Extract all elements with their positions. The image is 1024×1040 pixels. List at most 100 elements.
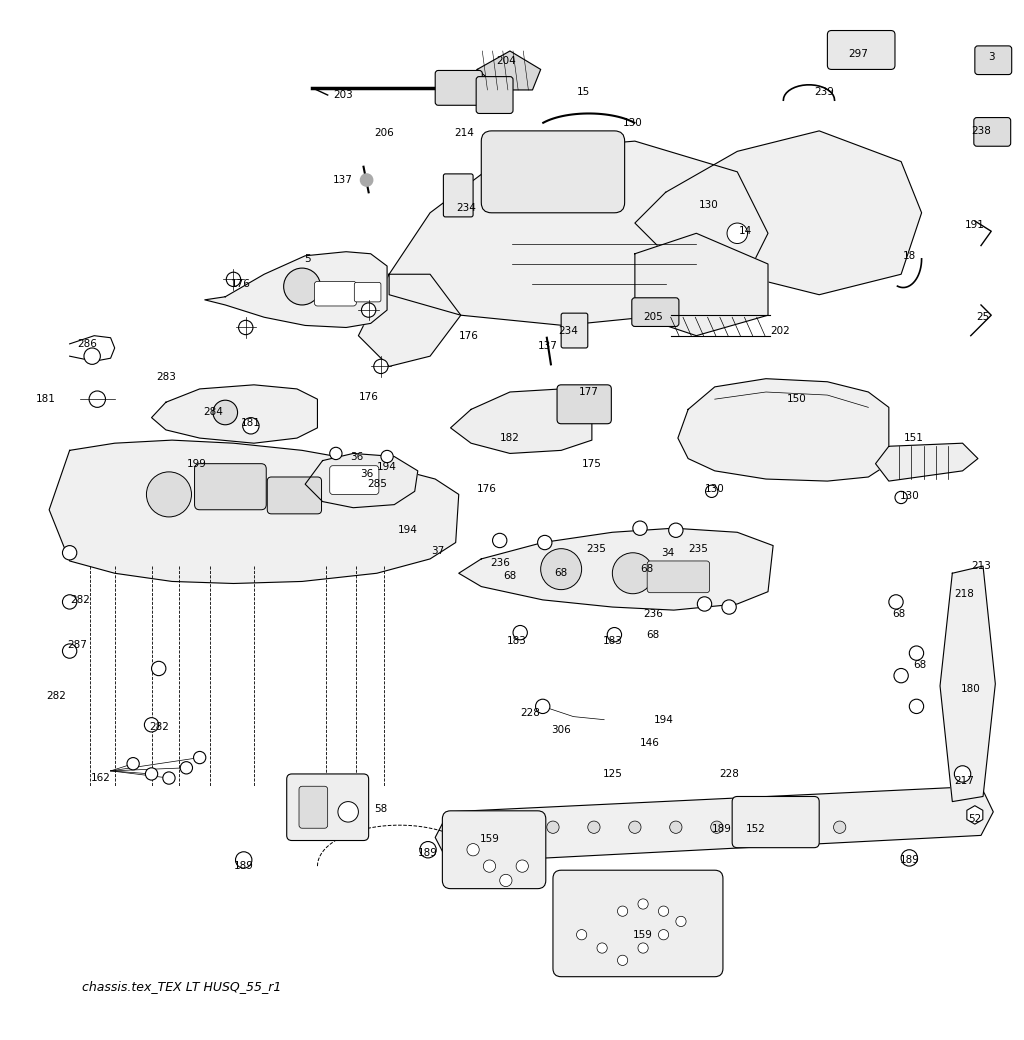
- Polygon shape: [435, 786, 993, 863]
- Circle shape: [894, 669, 908, 683]
- Circle shape: [670, 821, 682, 833]
- FancyBboxPatch shape: [553, 870, 723, 977]
- Circle shape: [62, 595, 77, 609]
- FancyBboxPatch shape: [299, 786, 328, 828]
- Circle shape: [152, 661, 166, 676]
- Circle shape: [752, 821, 764, 833]
- FancyBboxPatch shape: [354, 283, 381, 302]
- Text: 189: 189: [899, 855, 920, 865]
- Circle shape: [658, 930, 669, 940]
- Circle shape: [547, 821, 559, 833]
- Text: 285: 285: [367, 479, 387, 489]
- Text: 150: 150: [786, 394, 807, 405]
- Circle shape: [361, 303, 376, 317]
- FancyBboxPatch shape: [476, 77, 513, 113]
- Text: 282: 282: [70, 595, 90, 605]
- Circle shape: [538, 536, 552, 550]
- Text: 194: 194: [653, 714, 674, 725]
- Circle shape: [633, 521, 647, 536]
- Text: 181: 181: [36, 394, 56, 405]
- Text: 68: 68: [555, 568, 567, 578]
- Text: 214: 214: [454, 128, 474, 138]
- FancyBboxPatch shape: [975, 46, 1012, 75]
- Text: 177: 177: [579, 387, 599, 397]
- Text: 146: 146: [640, 738, 660, 748]
- Text: 202: 202: [770, 326, 791, 336]
- Text: 5: 5: [304, 254, 310, 264]
- Text: 176: 176: [459, 331, 479, 341]
- Circle shape: [144, 718, 159, 732]
- Text: 235: 235: [586, 544, 606, 553]
- Polygon shape: [358, 275, 461, 366]
- Polygon shape: [152, 385, 317, 443]
- Polygon shape: [477, 51, 541, 89]
- Circle shape: [420, 841, 436, 858]
- FancyBboxPatch shape: [443, 174, 473, 217]
- Text: 176: 176: [230, 280, 251, 289]
- Polygon shape: [876, 443, 978, 482]
- Circle shape: [612, 553, 653, 594]
- Text: 25: 25: [977, 312, 989, 322]
- Circle shape: [146, 472, 191, 517]
- Text: 194: 194: [377, 462, 397, 472]
- Circle shape: [706, 486, 718, 497]
- Text: 194: 194: [397, 525, 418, 536]
- Text: 176: 176: [358, 392, 379, 402]
- Text: 68: 68: [641, 564, 653, 574]
- Circle shape: [381, 450, 393, 463]
- Circle shape: [180, 761, 193, 774]
- Text: 137: 137: [538, 341, 558, 350]
- FancyBboxPatch shape: [974, 118, 1011, 147]
- Text: 189: 189: [233, 861, 254, 872]
- Text: 206: 206: [374, 128, 394, 138]
- Circle shape: [194, 752, 206, 763]
- Text: 204: 204: [496, 56, 516, 67]
- Polygon shape: [635, 131, 922, 294]
- Text: 183: 183: [507, 635, 527, 646]
- Circle shape: [607, 627, 622, 642]
- Polygon shape: [451, 389, 592, 453]
- Text: 306: 306: [551, 725, 571, 735]
- Polygon shape: [459, 528, 773, 610]
- Text: 36: 36: [350, 451, 362, 462]
- Circle shape: [834, 821, 846, 833]
- Text: 218: 218: [954, 589, 975, 599]
- Text: 238: 238: [971, 126, 991, 136]
- FancyBboxPatch shape: [557, 385, 611, 423]
- Text: 130: 130: [698, 200, 719, 210]
- Circle shape: [236, 852, 252, 868]
- Text: 236: 236: [489, 558, 510, 568]
- Text: 228: 228: [520, 707, 541, 718]
- Circle shape: [676, 916, 686, 927]
- Text: 236: 236: [643, 609, 664, 619]
- Circle shape: [638, 943, 648, 953]
- FancyBboxPatch shape: [195, 464, 266, 510]
- Circle shape: [669, 523, 683, 538]
- Text: 14: 14: [739, 227, 752, 236]
- Circle shape: [909, 699, 924, 713]
- Polygon shape: [389, 141, 768, 326]
- Circle shape: [536, 699, 550, 713]
- Text: 36: 36: [360, 469, 373, 478]
- Polygon shape: [635, 233, 768, 336]
- Circle shape: [62, 644, 77, 658]
- Polygon shape: [305, 453, 418, 508]
- Circle shape: [889, 595, 903, 609]
- Text: 68: 68: [504, 571, 516, 581]
- Circle shape: [360, 174, 373, 186]
- Text: 189: 189: [418, 848, 438, 858]
- Circle shape: [338, 802, 358, 822]
- Polygon shape: [678, 379, 889, 482]
- Circle shape: [62, 546, 77, 560]
- Text: 234: 234: [456, 203, 476, 212]
- Circle shape: [597, 943, 607, 953]
- Circle shape: [145, 768, 158, 780]
- FancyBboxPatch shape: [827, 30, 895, 70]
- FancyBboxPatch shape: [561, 313, 588, 348]
- Text: chassis.tex_TEX LT HUSQ_55_r1: chassis.tex_TEX LT HUSQ_55_r1: [82, 980, 282, 993]
- Text: 176: 176: [476, 485, 497, 494]
- Text: 34: 34: [662, 548, 674, 557]
- FancyBboxPatch shape: [435, 71, 482, 105]
- FancyBboxPatch shape: [267, 477, 322, 514]
- Circle shape: [239, 320, 253, 335]
